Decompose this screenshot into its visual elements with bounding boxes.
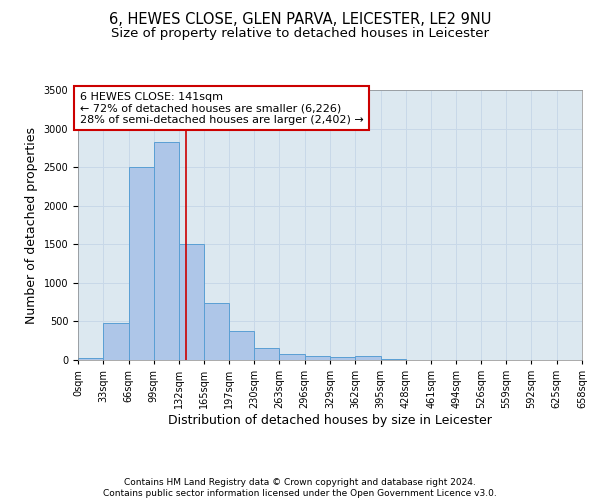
X-axis label: Distribution of detached houses by size in Leicester: Distribution of detached houses by size … (168, 414, 492, 427)
Bar (229, 330, 254, 360)
Bar (355, 356, 380, 360)
Y-axis label: Number of detached properties: Number of detached properties (25, 126, 38, 324)
Bar (128, 167, 154, 360)
Bar (305, 356, 330, 360)
Bar (380, 359, 406, 360)
Text: Contains HM Land Registry data © Crown copyright and database right 2024.
Contai: Contains HM Land Registry data © Crown c… (103, 478, 497, 498)
Bar (280, 354, 305, 360)
Text: Size of property relative to detached houses in Leicester: Size of property relative to detached ho… (111, 28, 489, 40)
Bar (78, 358, 103, 360)
Bar (179, 244, 205, 360)
Bar (205, 303, 229, 360)
Bar (254, 348, 280, 360)
Bar (103, 323, 128, 360)
Text: 6, HEWES CLOSE, GLEN PARVA, LEICESTER, LE2 9NU: 6, HEWES CLOSE, GLEN PARVA, LEICESTER, L… (109, 12, 491, 28)
Bar (154, 142, 179, 360)
Text: 6 HEWES CLOSE: 141sqm
← 72% of detached houses are smaller (6,226)
28% of semi-d: 6 HEWES CLOSE: 141sqm ← 72% of detached … (80, 92, 363, 124)
Bar (330, 357, 355, 360)
